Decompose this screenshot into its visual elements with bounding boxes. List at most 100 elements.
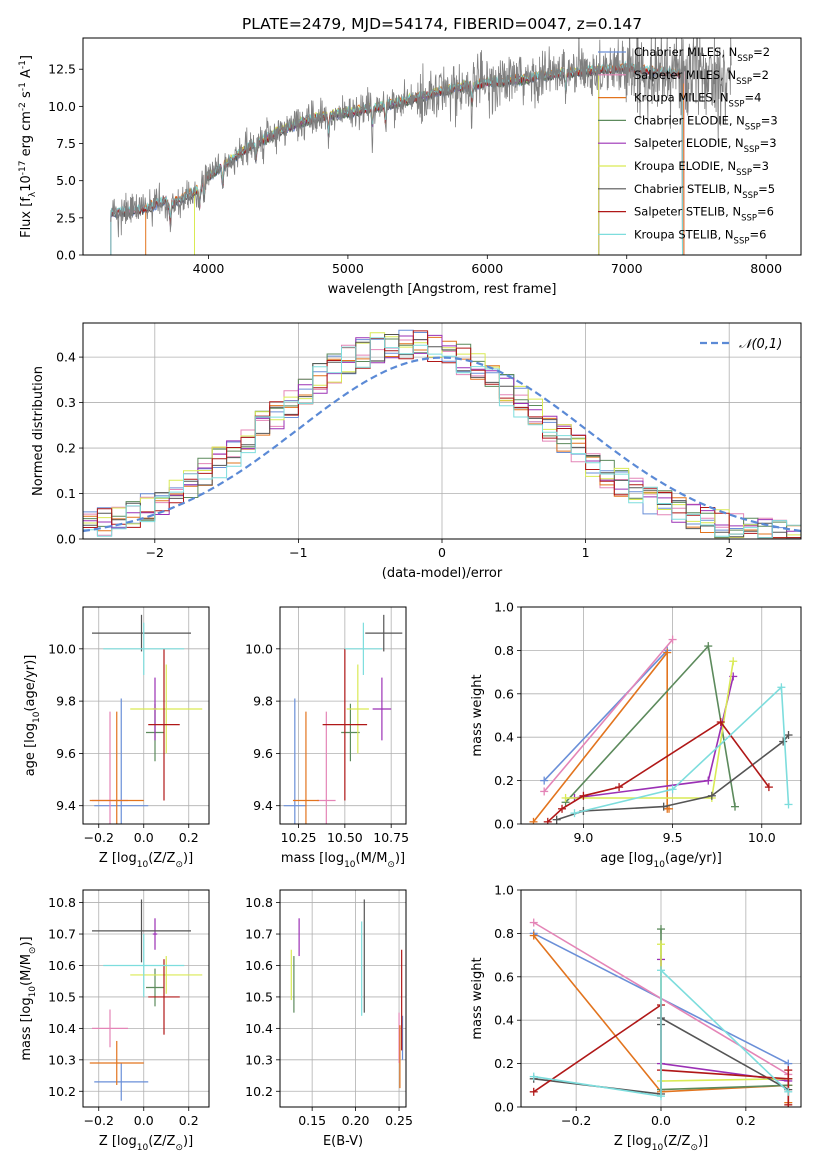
axes-overlay: −0.2 0.0 0.2 0.0 0.2 0.4 0.6 0.8 1.0 Z [log10(Z/Z… [470, 883, 802, 1153]
weight-marker-chabrier-stelib [784, 731, 793, 740]
errorbar-kroupa-miles [292, 711, 319, 824]
y-tick-label: 10.0 [245, 641, 273, 656]
weight-line-salpeter-miles [543, 638, 674, 793]
x-axis-label: Z [log10(Z/Z⊙)] [99, 851, 193, 870]
weight-marker-kroupa-stelib [784, 800, 793, 809]
weight-marker-kroupa-elodie [729, 657, 738, 666]
y-axis-label: mass weight [470, 957, 485, 1039]
y-tick-label: 10.6 [245, 958, 273, 973]
x-tick-label: −0.2 [84, 830, 114, 845]
x-tick-label: 1 [582, 545, 590, 560]
y-tick-label: 9.8 [253, 694, 273, 709]
chart-age_vs_mass: 10.25 10.50 10.75 9.4 9.6 9.8 10.0 mass [log10(… [245, 606, 409, 870]
y-tick-label: 0.0 [56, 248, 76, 263]
x-tick-label: 0.2 [736, 1113, 756, 1128]
weight-marker-chabrier-stelib [707, 791, 716, 800]
errorbar-salpeter-miles [317, 711, 336, 824]
weight-line-kroupa-stelib [533, 968, 789, 1098]
weight-marker-chabrier-stelib [552, 815, 561, 824]
weight-marker-salpeter-stelib [529, 1087, 538, 1096]
weight-marker-kroupa-elodie [561, 793, 570, 802]
legend: 𝒩(0,1) [700, 337, 782, 352]
legend-label-chabrier-stelib: Chabrier STELIB, NSSP=5 [634, 182, 775, 201]
y-tick-label: 0.2 [494, 1056, 514, 1071]
plot-area [110, 38, 732, 255]
weight-marker-salpeter-miles [540, 787, 549, 796]
x-tick-label: 10.25 [281, 830, 317, 845]
gaussian-reference-curve [83, 356, 801, 533]
y-tick-label: 10.7 [245, 927, 273, 942]
x-tick-label: 5000 [332, 261, 364, 276]
x-tick-label: −0.2 [561, 1113, 591, 1128]
legend-label-salpeter-elodie: Salpeter ELODIE, NSSP=3 [634, 136, 777, 155]
y-tick-label: 1.0 [494, 600, 514, 615]
y-tick-label: 0.4 [494, 1013, 514, 1028]
chart-mass_vs_Z: −0.2 0.0 0.2 10.2 10.3 10.4 10.5 10.6 10.7 10.8 Z … [19, 889, 210, 1153]
axes-frame [82, 37, 802, 256]
y-axis-label: Flux [fλ10-17 erg cm-2 s-1 A-1] [18, 55, 38, 238]
x-tick-label: 0.20 [342, 1113, 370, 1128]
y-axis-label: mass [log10(M/M⊙)] [19, 936, 38, 1060]
y-tick-label: 2.5 [56, 210, 76, 225]
x-tick-label: 0.0 [651, 1113, 671, 1128]
weight-marker-kroupa-stelib [784, 1087, 793, 1096]
weight-marker-kroupa-stelib [777, 683, 786, 692]
x-axis-label: wavelength [Angstrom, rest frame] [328, 282, 557, 297]
weight-marker-salpeter-stelib [784, 1074, 793, 1083]
y-tick-label: 0.1 [56, 486, 76, 501]
y-tick-label: 0.0 [494, 817, 514, 832]
y-tick-label: 10.0 [48, 99, 76, 114]
y-tick-label: 10.5 [245, 989, 273, 1004]
legend-label-salpeter-miles: Salpeter MILES, NSSP=2 [634, 68, 769, 87]
y-tick-label: 10.0 [48, 641, 76, 656]
x-tick-label: 2 [725, 545, 733, 560]
errorbar-kroupa-miles [89, 1040, 144, 1085]
observed-spectrum-line [110, 38, 732, 238]
chart-residuals: −2 −1 0 1 2 0.0 0.1 0.2 0.3 0.4 (data-model)/error… [31, 322, 802, 581]
histogram-step-kroupa-stelib [83, 337, 801, 539]
weight-line-chabrier-miles [543, 649, 668, 782]
errorbar-chabrier-stelib [365, 614, 403, 652]
x-tick-label: 0.2 [179, 1113, 199, 1128]
y-tick-label: 9.4 [56, 798, 76, 813]
axes-overlay: 9.0 9.5 10.0 0.0 0.2 0.4 0.6 0.8 1.0 age [log10(a… [470, 600, 802, 870]
errorbar-salpeter-elodie [372, 677, 392, 741]
x-axis-label: (data-model)/error [382, 566, 503, 581]
legend-label-kroupa-miles: Kroupa MILES, NSSP=4 [634, 91, 761, 110]
x-tick-label: 7000 [611, 261, 643, 276]
weight-line-salpeter-stelib [547, 720, 770, 823]
weight-marker-kroupa-miles [663, 648, 672, 657]
y-tick-label: 0.0 [56, 532, 76, 547]
axes-frame [82, 889, 210, 1108]
weight-marker-salpeter-stelib [784, 1100, 793, 1107]
x-tick-label: −0.2 [84, 1113, 114, 1128]
x-tick-label: 9.5 [663, 830, 683, 845]
axes-overlay: 4000 5000 6000 7000 8000 0.0 2.5 5.0 7.5 10.0 12.5… [18, 37, 802, 297]
x-tick-label: 6000 [471, 261, 503, 276]
x-tick-label: 0.2 [179, 830, 199, 845]
weight-marker-chabrier-elodie [731, 802, 740, 811]
errorbar-kroupa-elodie [130, 664, 203, 754]
y-tick-label: 10.4 [245, 1021, 273, 1036]
weight-marker-chabrier-miles [540, 776, 549, 785]
errorbar-kroupa-elodie [346, 664, 369, 754]
weight-marker-salpeter-stelib [579, 791, 588, 800]
x-tick-label: 0.0 [134, 1113, 154, 1128]
x-axis-label: E(B-V) [323, 1134, 363, 1149]
histogram-step-chabrier-stelib [83, 334, 801, 539]
y-tick-label: 12.5 [48, 62, 76, 77]
y-tick-label: 0.8 [494, 926, 514, 941]
weight-line-kroupa-stelib [574, 685, 790, 814]
errorbar-kroupa-elodie [130, 956, 203, 994]
y-axis-label: mass weight [470, 674, 485, 756]
errorbar-kroupa-stelib [103, 622, 185, 675]
x-tick-label: 0.15 [298, 1113, 326, 1128]
y-tick-label: 9.8 [56, 694, 76, 709]
legend-label-gaussian: 𝒩(0,1) [739, 337, 782, 352]
x-tick-label: 8000 [750, 261, 782, 276]
plot-area [290, 899, 404, 1089]
weight-marker-kroupa-miles [529, 817, 538, 824]
errorbar-salpeter-elodie [152, 918, 158, 950]
y-tick-label: 0.8 [494, 643, 514, 658]
figure-title: PLATE=2479, MJD=54174, FIBERID=0047, z=0… [242, 15, 642, 33]
